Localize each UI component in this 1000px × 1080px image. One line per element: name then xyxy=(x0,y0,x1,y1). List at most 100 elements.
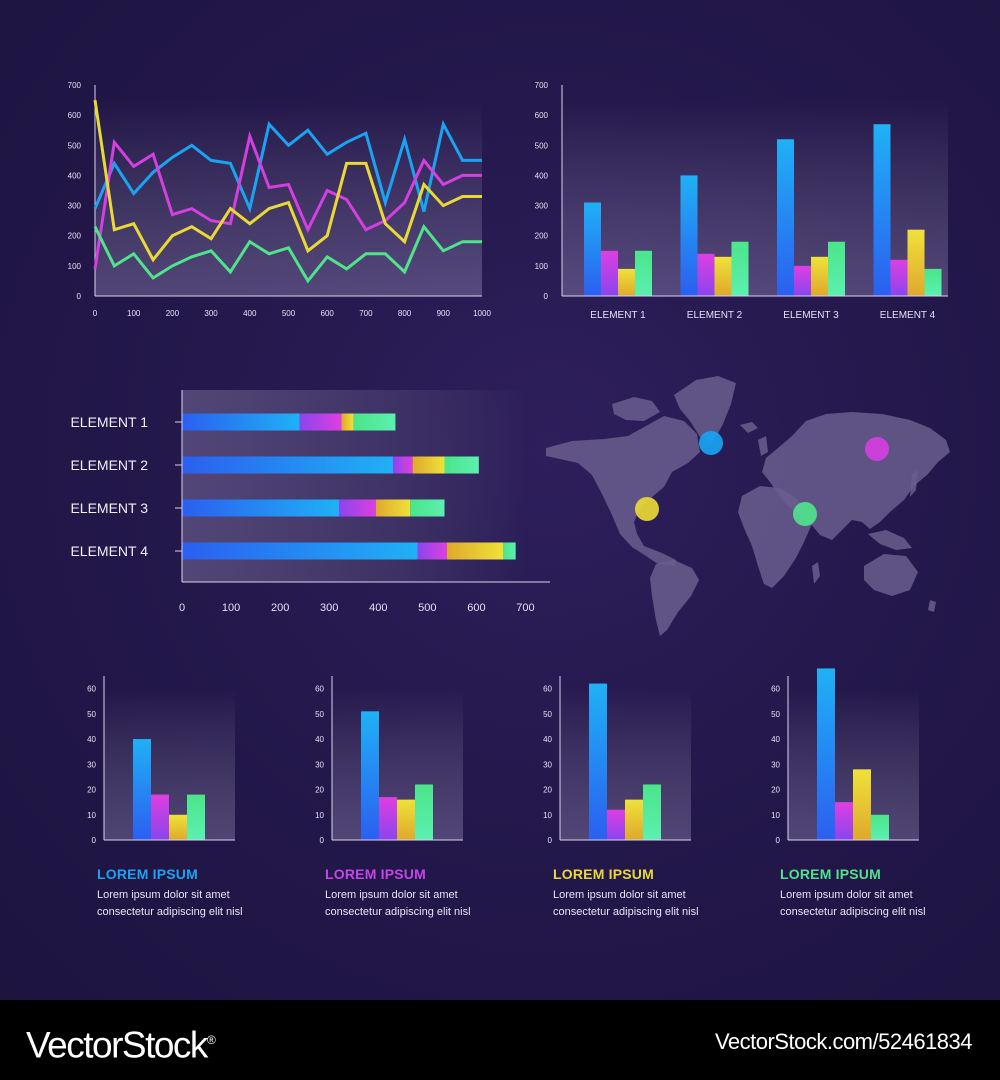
x-tick-label: 300 xyxy=(320,602,338,614)
y-tick-label: 60 xyxy=(771,685,780,694)
x-tick-label: 700 xyxy=(359,309,373,318)
watermark-footer: VectorStock® VectorStock.com/52461834 xyxy=(0,1000,1000,1080)
map-iceland xyxy=(740,422,758,433)
y-tick-label: 30 xyxy=(87,760,96,769)
category-label: ELEMENT 4 xyxy=(880,310,936,321)
y-tick-label: 100 xyxy=(68,262,82,271)
y-tick-label: 20 xyxy=(543,786,552,795)
info-card-1: LOREM IPSUM Lorem ipsum dolor sit amet c… xyxy=(97,866,307,921)
category-label: ELEMENT 2 xyxy=(687,310,743,321)
y-tick-label: 60 xyxy=(87,685,96,694)
bar xyxy=(625,799,643,840)
plot-area xyxy=(95,100,482,296)
bar-segment xyxy=(446,542,504,560)
marker-greenland xyxy=(699,431,723,455)
card-line: Lorem ipsum dolor sit amet xyxy=(325,889,458,901)
bar xyxy=(415,784,433,840)
x-tick-label: 0 xyxy=(93,309,98,318)
bar xyxy=(397,799,415,840)
vectorstock-logo: VectorStock® xyxy=(26,1018,216,1067)
info-card-3: LOREM IPSUM Lorem ipsum dolor sit amet c… xyxy=(553,866,763,921)
y-tick-label: 30 xyxy=(771,760,780,769)
info-card-2: LOREM IPSUM Lorem ipsum dolor sit amet c… xyxy=(325,866,535,921)
y-tick-label: 60 xyxy=(543,685,552,694)
mini-bar-chart-2: 0 10 20 30 40 50 60 xyxy=(315,676,463,845)
line-chart: 0 100 200 300 400 500 600 700 0 100 200 300 400 500 60… xyxy=(68,81,492,318)
card-body: Lorem ipsum dolor sit amet consectetur a… xyxy=(97,887,307,921)
y-tick-label: 40 xyxy=(771,735,780,744)
registered-mark: ® xyxy=(206,1033,216,1047)
x-tick-label: 800 xyxy=(398,309,412,318)
mini-bar-chart-4: 0 10 20 30 40 50 60 xyxy=(771,668,919,845)
y-tick-label: 200 xyxy=(535,232,549,241)
y-tick-label: 20 xyxy=(315,786,324,795)
x-tick-label: 1000 xyxy=(473,309,491,318)
bar xyxy=(618,268,635,296)
series-line-1 xyxy=(93,119,482,214)
y-tick-label: 0 xyxy=(92,836,97,845)
card-title: LOREM IPSUM xyxy=(325,866,426,882)
bar xyxy=(601,250,618,296)
y-tick-label: 50 xyxy=(87,710,96,719)
x-tick-label: 500 xyxy=(282,309,296,318)
mini-bar-chart-3: 0 10 20 30 40 50 60 xyxy=(543,676,691,845)
x-tick-label: 100 xyxy=(222,602,240,614)
bar-segment xyxy=(444,456,479,474)
bar-segment xyxy=(392,456,413,474)
y-tick-label: 40 xyxy=(315,735,324,744)
bar xyxy=(584,202,601,296)
x-tick-label: 200 xyxy=(166,309,180,318)
card-title: LOREM IPSUM xyxy=(553,866,654,882)
info-card-4: LOREM IPSUM Lorem ipsum dolor sit amet c… xyxy=(780,866,990,921)
category-label: ELEMENT 2 xyxy=(70,457,148,473)
y-tick-label: 100 xyxy=(535,262,549,271)
bar xyxy=(811,256,828,296)
y-tick-label: 50 xyxy=(543,710,552,719)
category-label: ELEMENT 4 xyxy=(70,543,148,559)
bar xyxy=(907,229,925,296)
stacked-horizontal-bar-chart: ELEMENT 1 ELEMENT 2 ELEMENT 3 ELEMENT 4 0 100… xyxy=(70,390,550,614)
plot-area xyxy=(104,688,235,840)
bar-segment xyxy=(182,456,393,474)
x-tick-label: 400 xyxy=(369,602,387,614)
y-tick-label: 50 xyxy=(315,710,324,719)
card-title: LOREM IPSUM xyxy=(780,866,881,882)
bar-segment xyxy=(375,499,411,517)
bar xyxy=(873,124,891,296)
bar-segment xyxy=(182,499,340,517)
bar xyxy=(187,794,205,840)
bar xyxy=(794,265,811,296)
bar xyxy=(817,668,835,840)
y-tick-label: 40 xyxy=(543,735,552,744)
bar-segment xyxy=(412,456,445,474)
bar-segment xyxy=(182,542,418,560)
bar-segment xyxy=(417,542,447,560)
bar xyxy=(714,256,732,296)
bar-segment xyxy=(182,413,300,431)
y-tick-label: 10 xyxy=(87,811,96,820)
y-tick-label: 0 xyxy=(544,292,549,301)
y-tick-label: 20 xyxy=(87,786,96,795)
category-label: ELEMENT 3 xyxy=(783,310,839,321)
card-line: consectetur adipiscing elit nisl xyxy=(325,906,471,918)
map-new-zealand xyxy=(928,600,936,612)
bar xyxy=(924,268,942,296)
x-tick-label: 600 xyxy=(321,309,335,318)
map-greenland xyxy=(674,376,736,442)
stock-id: VectorStock.com/52461834 xyxy=(714,1029,973,1054)
bar-segment xyxy=(339,499,376,517)
bar xyxy=(871,814,889,840)
y-tick-label: 400 xyxy=(68,171,82,180)
series-line-2 xyxy=(93,130,482,270)
y-tick-label: 0 xyxy=(548,836,553,845)
y-tick-label: 20 xyxy=(771,786,780,795)
map-uk xyxy=(758,436,768,456)
x-tick-label: 900 xyxy=(437,309,451,318)
bar xyxy=(643,784,661,840)
category-label: ELEMENT 1 xyxy=(590,310,646,321)
card-line: Lorem ipsum dolor sit amet xyxy=(553,889,686,901)
bar-segment xyxy=(503,542,516,560)
bar xyxy=(890,259,908,296)
x-tick-label: 400 xyxy=(243,309,257,318)
card-line: Lorem ipsum dolor sit amet xyxy=(97,889,230,901)
